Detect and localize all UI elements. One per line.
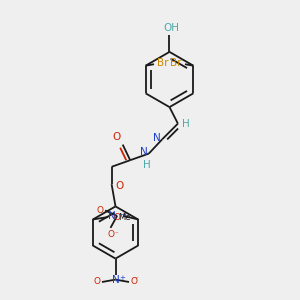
- Text: Me: Me: [118, 212, 131, 221]
- Text: OH: OH: [163, 23, 179, 33]
- Text: H: H: [143, 160, 151, 170]
- Text: N: N: [140, 147, 147, 157]
- Text: O: O: [115, 181, 124, 191]
- Text: N: N: [112, 274, 119, 285]
- Text: O: O: [113, 212, 120, 221]
- Text: N: N: [153, 133, 161, 143]
- Text: O: O: [97, 206, 104, 215]
- Text: O: O: [94, 278, 100, 286]
- Text: N: N: [109, 211, 116, 221]
- Text: ⁻: ⁻: [114, 232, 118, 238]
- Text: H: H: [182, 118, 190, 129]
- Text: O: O: [130, 278, 137, 286]
- Text: Br: Br: [157, 58, 169, 68]
- Text: O: O: [107, 230, 114, 239]
- Text: ⁻: ⁻: [135, 276, 139, 282]
- Text: Br: Br: [170, 58, 182, 68]
- Text: +: +: [119, 275, 125, 281]
- Text: +: +: [120, 212, 126, 218]
- Text: O: O: [112, 132, 120, 142]
